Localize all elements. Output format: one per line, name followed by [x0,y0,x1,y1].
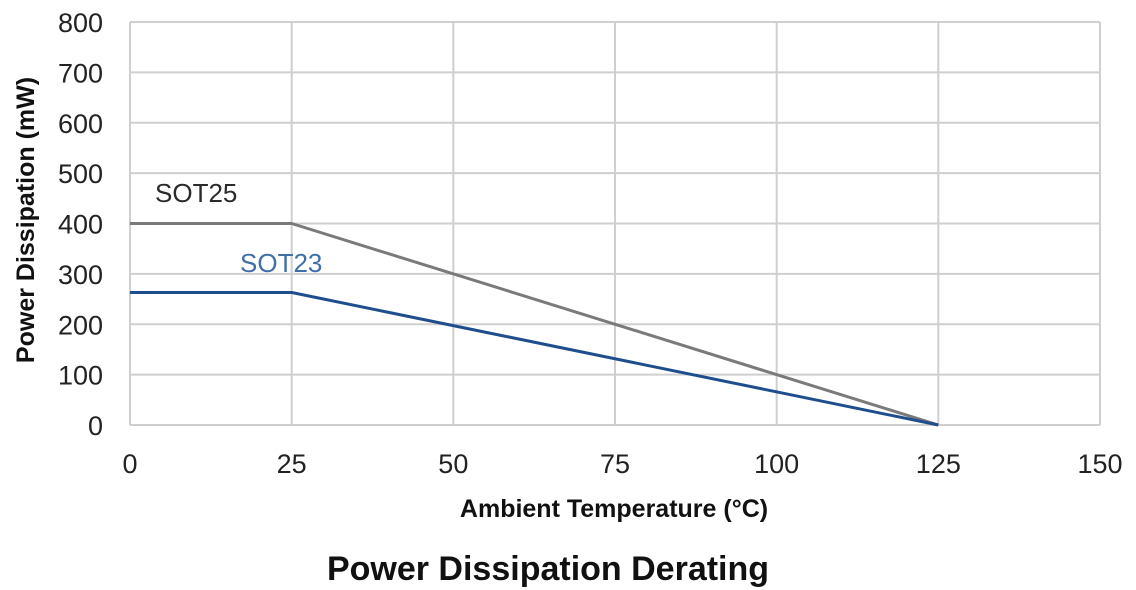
series-labels: SOT25 SOT23 [155,178,322,278]
y-axis-label: Power Dissipation (mW) [12,77,40,363]
y-tick-label: 0 [88,411,103,441]
series-label-sot25: SOT25 [155,178,237,208]
x-tick-label: 150 [1077,449,1122,479]
x-tick-label: 25 [277,449,307,479]
x-tick-label: 0 [122,449,137,479]
y-tick-label: 800 [58,8,103,38]
x-tick-label: 50 [438,449,468,479]
x-tick-label: 75 [600,449,630,479]
x-tick-labels: 0 25 50 75 100 125 150 [122,449,1122,479]
chart-title: Power Dissipation Derating [327,550,769,588]
series-label-sot23: SOT23 [240,248,322,278]
x-tick-label: 100 [754,449,799,479]
y-tick-label: 300 [58,260,103,290]
y-tick-label: 200 [58,310,103,340]
y-tick-label: 700 [58,58,103,88]
x-tick-label: 125 [916,449,961,479]
grid [129,21,1101,426]
y-tick-labels: 0 100 200 300 400 500 600 700 800 [58,8,103,441]
series-line-sot25 [130,222,939,427]
y-tick-label: 100 [58,361,103,391]
x-axis-label: Ambient Temperature (°C) [460,495,768,523]
y-tick-label: 400 [58,210,103,240]
series-line-sot23 [130,291,939,427]
y-tick-label: 500 [58,159,103,189]
y-tick-label: 600 [58,109,103,139]
series-lines [130,222,939,427]
